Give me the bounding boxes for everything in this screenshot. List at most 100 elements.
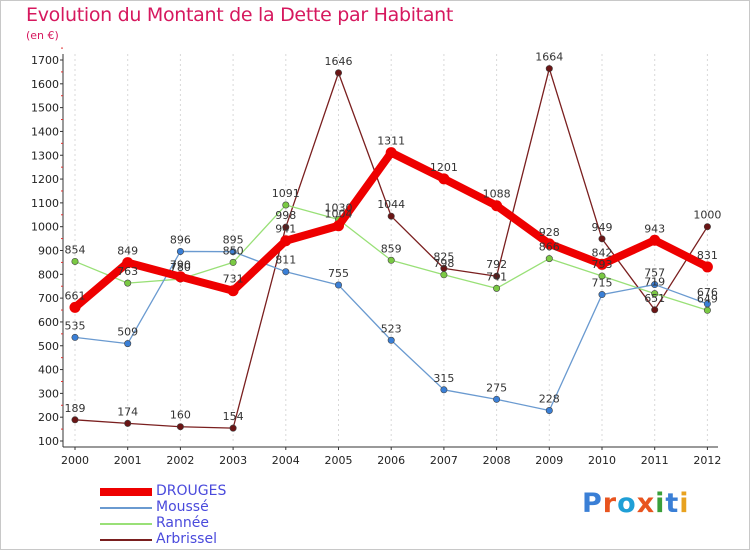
x-tick-label: 2000 [61, 454, 89, 467]
data-label: 793 [592, 258, 613, 271]
data-point [282, 201, 290, 209]
data-label: 676 [697, 286, 718, 299]
data-label: 850 [223, 244, 244, 257]
chart-unit-label: (en €) [26, 29, 59, 42]
logo-letter: o [617, 488, 637, 519]
data-point [229, 424, 237, 432]
data-label: 896 [170, 233, 191, 246]
data-point [227, 285, 239, 297]
data-point [703, 223, 711, 231]
y-tick-label: 1600 [31, 78, 59, 91]
data-label: 160 [170, 409, 191, 422]
y-tick-label: 1300 [31, 149, 59, 162]
x-axis-ticks: 2000 2001 2002 2003 2004 2005 2006 2007 2008 2009… [61, 447, 721, 467]
data-label: 866 [539, 241, 560, 254]
y-tick-label: 1200 [31, 173, 59, 186]
legend-swatch [100, 523, 152, 525]
data-point [229, 248, 237, 256]
data-point [543, 238, 555, 250]
legend-swatch [100, 507, 152, 509]
data-label: 943 [644, 222, 665, 235]
x-tick-label: 2004 [272, 454, 300, 467]
data-point [703, 306, 711, 314]
x-tick-label: 2009 [535, 454, 563, 467]
data-point [71, 333, 79, 341]
data-point [545, 407, 553, 415]
data-label: 315 [433, 372, 454, 385]
data-point [176, 423, 184, 431]
data-point [493, 284, 501, 292]
data-label: 661 [65, 289, 86, 302]
logo-letter: i [655, 488, 666, 519]
data-label: 811 [275, 254, 296, 267]
data-label: 1044 [377, 198, 405, 211]
data-label: 731 [223, 273, 244, 286]
logo-letter: t [665, 488, 680, 519]
legend-label: Moussé [156, 499, 209, 515]
data-label: 854 [65, 243, 86, 256]
x-tick-label: 2011 [641, 454, 669, 467]
x-tick-label: 2001 [114, 454, 142, 467]
data-point [703, 300, 711, 308]
y-tick-label: 800 [38, 268, 59, 281]
data-point [385, 147, 397, 159]
data-point [280, 235, 292, 247]
data-point [545, 65, 553, 73]
data-point [282, 223, 290, 231]
data-point [174, 271, 186, 283]
x-tick-label: 2007 [430, 454, 458, 467]
data-point [598, 272, 606, 280]
data-point [438, 173, 450, 185]
data-label: 792 [486, 258, 507, 271]
data-label: 895 [223, 234, 244, 247]
data-label: 154 [223, 410, 244, 423]
data-point [387, 256, 395, 264]
data-point [387, 212, 395, 220]
data-point [387, 336, 395, 344]
data-label: 1311 [377, 135, 405, 148]
x-tick-label: 2008 [483, 454, 511, 467]
data-point [491, 200, 503, 212]
y-tick-label: 200 [38, 411, 59, 424]
logo-letter: x [636, 488, 656, 519]
data-point [440, 271, 448, 279]
data-point [71, 416, 79, 424]
data-point [651, 281, 659, 289]
data-label: 780 [170, 261, 191, 274]
data-label: 719 [644, 276, 665, 289]
chart-title: Evolution du Montant de la Dette par Hab… [26, 4, 454, 26]
y-tick-label: 1400 [31, 125, 59, 138]
data-label: 1030 [325, 202, 353, 215]
data-label: 798 [433, 257, 454, 270]
data-label: 741 [486, 270, 507, 283]
x-tick-label: 2012 [693, 454, 721, 467]
data-label: 790 [170, 259, 191, 272]
y-axis-ticks: 100 200 300 400 500 600 700 800 900 1000 1100 1200 1… [31, 47, 63, 448]
data-point [124, 340, 132, 348]
data-point [545, 255, 553, 263]
data-label: 509 [117, 326, 138, 339]
data-label: 849 [117, 245, 138, 258]
y-tick-label: 1000 [31, 221, 59, 234]
data-label: 859 [381, 242, 402, 255]
data-point [334, 281, 342, 289]
legend-swatch [100, 539, 152, 541]
proxiti-logo: Proxiti [582, 488, 690, 519]
data-point [701, 261, 713, 273]
data-point [71, 257, 79, 265]
data-label: 228 [539, 393, 560, 406]
y-tick-label: 1700 [31, 54, 59, 67]
data-label: 757 [644, 267, 665, 280]
data-label: 1201 [430, 161, 458, 174]
x-tick-label: 2005 [325, 454, 353, 467]
data-label: 1091 [272, 187, 300, 200]
data-label: 763 [117, 265, 138, 278]
logo-letter: P [582, 488, 603, 519]
legend-label: Rannée [156, 515, 209, 531]
data-point [333, 220, 344, 232]
data-point [493, 272, 501, 280]
data-point [493, 395, 501, 403]
y-tick-label: 100 [38, 435, 59, 448]
data-point [124, 419, 132, 427]
